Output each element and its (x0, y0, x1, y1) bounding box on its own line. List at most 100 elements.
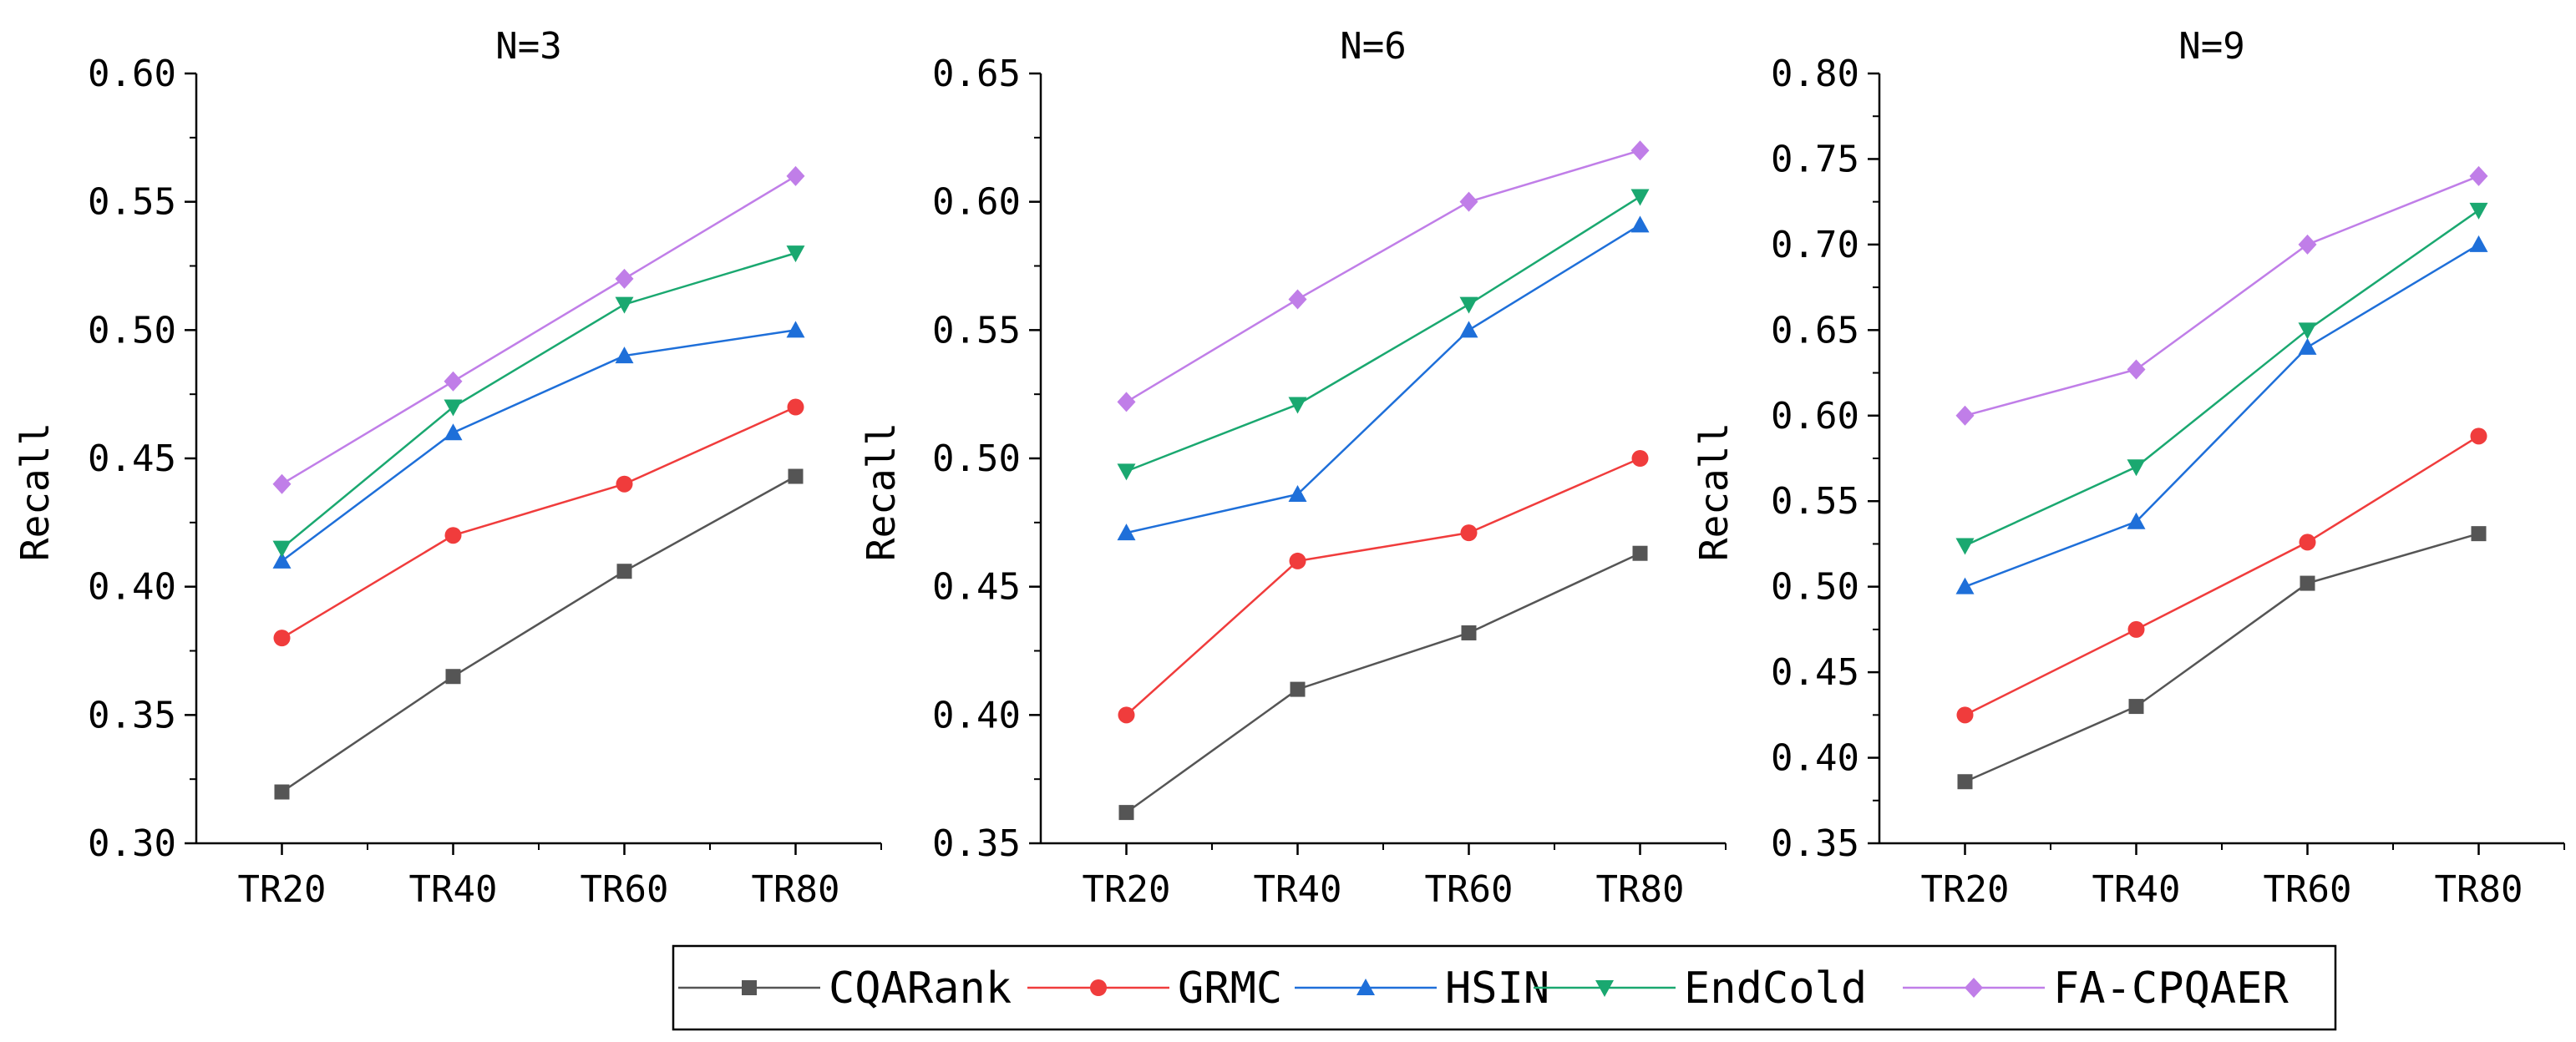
y-tick-label: 0.65 (1771, 309, 1859, 352)
series-hsin (272, 321, 805, 569)
x-tick-label: TR20 (1083, 868, 1171, 911)
series-line (281, 175, 797, 485)
legend-item-hsin: HSIN (1295, 964, 1549, 1014)
y-tick-label: 0.50 (932, 438, 1021, 480)
chart-title: N=3 (495, 25, 561, 68)
y-tick-label: 0.40 (1771, 737, 1859, 780)
x-tick-label: TR80 (2435, 868, 2523, 911)
legend-box (672, 944, 2337, 1031)
y-tick-label: 0.45 (932, 566, 1021, 609)
legend-marker (1965, 978, 1983, 998)
data-point (274, 784, 290, 800)
data-point (1460, 524, 1478, 542)
data-point (1117, 392, 1136, 412)
series-endcold (272, 245, 805, 558)
y-axis-label: Recall (13, 422, 58, 561)
y-tick-label: 0.50 (88, 309, 176, 352)
chart-title: N=9 (2178, 25, 2244, 68)
data-point (1117, 463, 1136, 481)
data-point (2127, 620, 2145, 638)
data-point (1288, 485, 1307, 503)
data-point (1955, 405, 1975, 426)
data-point (444, 399, 463, 417)
data-point (616, 475, 633, 493)
data-point (1461, 625, 1477, 640)
data-point (1117, 524, 1136, 541)
x-tick-label: TR80 (1596, 868, 1685, 911)
series-line (1965, 175, 2479, 417)
series-cqarank (1118, 545, 1648, 821)
y-tick-label: 0.35 (1771, 822, 1859, 865)
series-line (1126, 224, 1641, 534)
legend: CQARank GRMC HSIN EndCold FA-CPQAER (672, 944, 2337, 1031)
data-point (2128, 699, 2144, 715)
data-point (1288, 289, 1307, 310)
series-line (1964, 209, 2480, 547)
series-grmc (1118, 450, 1649, 724)
data-point (2299, 534, 2316, 551)
y-tick-label: 0.70 (1771, 224, 1859, 266)
data-point (1459, 321, 1478, 338)
legend-label: FA-CPQAER (2053, 964, 2289, 1014)
series-line (1125, 457, 1640, 716)
legend-label: GRMC (1178, 964, 1282, 1014)
data-point (2127, 512, 2146, 529)
data-point (2127, 459, 2146, 477)
y-tick-label: 0.60 (88, 53, 176, 95)
data-point (788, 468, 804, 484)
x-tick-label: TR40 (409, 868, 498, 911)
legend-marker (742, 980, 757, 995)
data-point (272, 551, 292, 569)
y-tick-label: 0.40 (88, 566, 176, 609)
legend-marker (1090, 979, 1107, 996)
chart-panel-1: 0.30 0.35 0.40 0.45 0.50 0.55 0.60 TR20 TR40 TR60… (13, 25, 882, 911)
series-cqarank (274, 468, 804, 800)
data-point (272, 473, 292, 494)
series-line (1965, 243, 2480, 588)
series-line (1964, 532, 2479, 783)
data-point (786, 165, 805, 186)
legend-item-cqarank: CQARank (678, 964, 1012, 1014)
data-point (273, 630, 291, 647)
chart-panel-2: 0.35 0.40 0.45 0.50 0.55 0.60 0.65 TR20 TR40 TR60… (859, 25, 1727, 911)
data-point (1459, 191, 1478, 212)
y-tick-label: 0.80 (1771, 53, 1859, 95)
y-tick-label: 0.30 (88, 822, 176, 865)
data-point (1955, 577, 1975, 594)
y-axis-label: Recall (1691, 422, 1737, 561)
y-tick-label: 0.55 (88, 181, 176, 224)
data-point (787, 398, 804, 416)
data-point (1118, 805, 1134, 821)
legend-marker (1595, 980, 1614, 997)
series-grmc (273, 398, 804, 647)
series-endcold (1117, 189, 1650, 481)
data-point (1957, 774, 1973, 790)
data-point (2471, 526, 2487, 542)
y-tick-label: 0.50 (1771, 566, 1859, 609)
data-point (444, 527, 462, 544)
y-tick-label: 0.35 (932, 822, 1021, 865)
y-tick-label: 0.75 (1771, 138, 1859, 180)
data-point (1956, 706, 1974, 724)
x-tick-label: TR60 (1425, 868, 1514, 911)
data-point (2298, 337, 2317, 355)
data-point (2469, 202, 2488, 220)
data-point (786, 245, 805, 263)
legend-label: CQARank (829, 964, 1012, 1014)
series-line (281, 475, 797, 793)
x-tick-label: TR80 (752, 868, 840, 911)
legend-label: HSIN (1445, 964, 1549, 1014)
data-point (1631, 450, 1649, 467)
series-hsin (1955, 235, 2488, 594)
x-tick-label: TR40 (2092, 868, 2181, 911)
x-tick-label: TR20 (1921, 868, 2010, 911)
series-line (1126, 195, 1641, 473)
y-tick-label: 0.45 (88, 438, 176, 480)
legend-label: EndCold (1684, 964, 1867, 1014)
data-point (1630, 140, 1650, 161)
legend-item-endcold: EndCold (1534, 964, 1867, 1014)
series-hsin (1117, 215, 1650, 541)
y-tick-label: 0.55 (1771, 480, 1859, 523)
data-point (272, 540, 292, 558)
x-tick-label: TR40 (1254, 868, 1342, 911)
